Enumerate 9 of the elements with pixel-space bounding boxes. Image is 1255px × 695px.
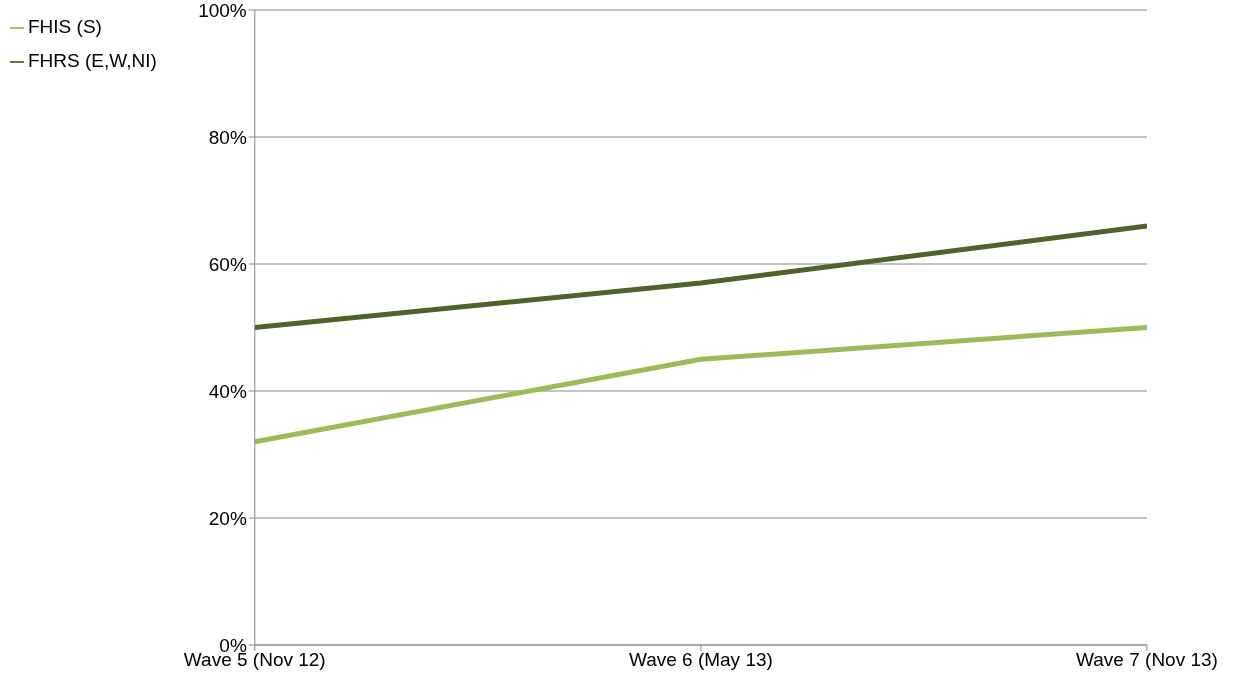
y-tick-label: 80% bbox=[208, 126, 247, 148]
x-tick-label: Wave 6 (May 13) bbox=[628, 649, 773, 671]
y-tick-label: 40% bbox=[208, 380, 247, 402]
y-tick-label: 60% bbox=[208, 253, 247, 275]
legend-label: FHRS (E,W,NI) bbox=[28, 50, 157, 71]
legend-label: FHIS (S) bbox=[28, 16, 102, 37]
y-tick-label: 100% bbox=[198, 0, 247, 21]
x-tick-label: Wave 7 (Nov 13) bbox=[1076, 649, 1218, 671]
y-tick-label: 20% bbox=[208, 507, 247, 529]
